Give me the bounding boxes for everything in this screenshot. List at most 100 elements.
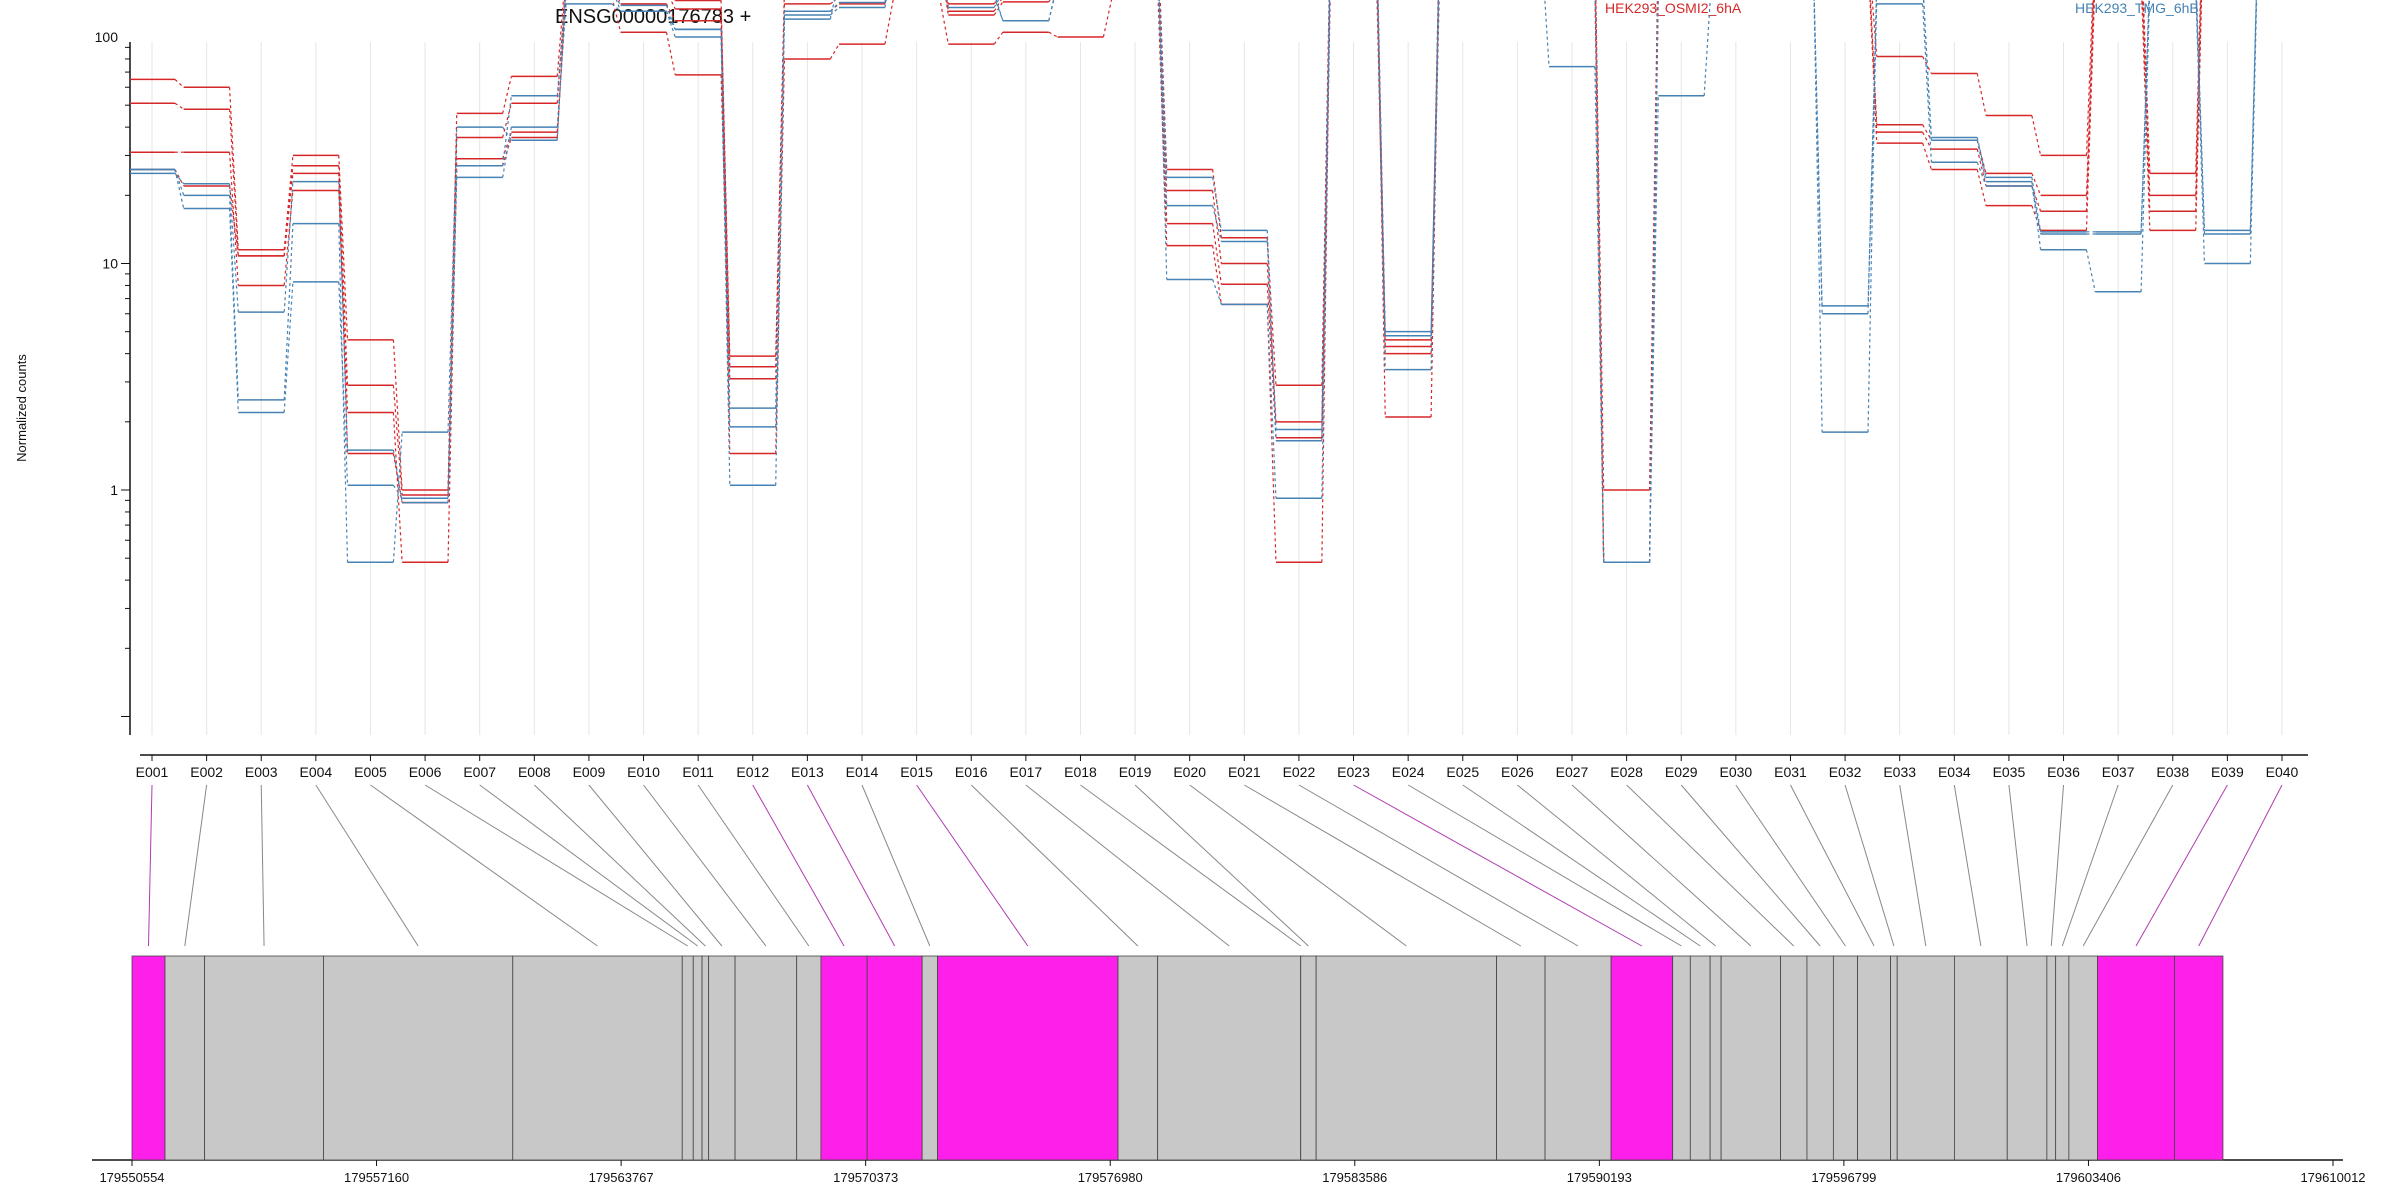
series-connector: [392, 453, 403, 503]
exon-box: [2174, 955, 2224, 1161]
exon-box: [1300, 955, 1317, 1161]
exon-box: [734, 955, 798, 1161]
exon-box: [1832, 955, 1858, 1161]
y-axis-label: Normalized counts: [14, 354, 29, 462]
exon-connectors: [148, 784, 2283, 947]
exon-connector: [1298, 784, 1579, 947]
series-connector: [283, 155, 294, 250]
exon-box: [164, 955, 206, 1161]
series-connector: [228, 208, 239, 413]
series-connector: [1544, 0, 1550, 67]
series-connector: [502, 76, 512, 114]
exon-connector: [970, 784, 1139, 947]
series-line: [130, 0, 2257, 563]
exon-connector: [1626, 784, 1795, 947]
x-tick-label: E009: [573, 764, 606, 780]
x-tick-label: E027: [1556, 764, 1589, 780]
series-connector: [338, 281, 349, 486]
series-connector: [502, 127, 512, 178]
exon-connector: [916, 784, 1029, 947]
series-connector: [1321, 0, 1331, 499]
exon-connector: [588, 784, 723, 947]
exon-connector: [260, 784, 265, 947]
gene-model: [92, 955, 2343, 1161]
exon-connector: [752, 784, 845, 947]
exon-box: [1954, 955, 2008, 1161]
exon-box: [323, 955, 514, 1161]
series-connector: [939, 0, 949, 45]
series-connector: [1212, 205, 1222, 242]
series-connector: [1158, 0, 1168, 206]
x-tick-label: E037: [2102, 764, 2135, 780]
series-connector: [228, 109, 239, 256]
legend-label-osmi2: HEK293_OSMI2_6hA: [1605, 0, 1742, 16]
genomic-coordinates: 179550554 179557160 179563767 179570373 1795…: [99, 1160, 2366, 1185]
y-tick-label: 100: [95, 29, 119, 45]
coord-label: 179596799: [1811, 1170, 1876, 1185]
series-connector: [2031, 173, 2042, 196]
coord-label: 179590193: [1567, 1170, 1632, 1185]
series-connector: [2140, 0, 2150, 234]
series-connector: [1266, 241, 1277, 430]
exon-connector: [643, 784, 767, 947]
series-connector: [1976, 73, 1987, 116]
x-tick-label: E014: [846, 764, 879, 780]
exon-box: [2068, 955, 2098, 1161]
series-connector: [1594, 66, 1605, 563]
series-connector: [1922, 142, 1932, 170]
coord-label: 179576980: [1078, 1170, 1143, 1185]
series-connector: [1871, 0, 1878, 57]
exon-box: [1709, 955, 1722, 1161]
series-connector: [283, 281, 294, 413]
series-connector: [616, 0, 622, 6]
series-connector: [1976, 140, 1987, 182]
series-connector: [1212, 177, 1222, 231]
x-tick-label: E024: [1392, 764, 1425, 780]
series-connector: [1321, 0, 1331, 563]
series-connector: [993, 31, 1004, 45]
series-connector: [618, 0, 622, 5]
series-connector: [1430, 0, 1440, 370]
exon-connector: [424, 784, 689, 947]
series-connector: [2195, 0, 2206, 234]
exon-box: [1857, 955, 1891, 1161]
series-connector: [1922, 56, 1932, 74]
series-connector: [1158, 0, 1168, 280]
series-connector: [2195, 0, 2201, 174]
series-connector: [1648, 0, 1659, 563]
x-tick-label: E033: [1883, 764, 1916, 780]
series-connector: [720, 36, 731, 486]
exon-box: [1496, 955, 1546, 1161]
series-connector: [993, 0, 1002, 12]
exon-connector: [2135, 784, 2228, 947]
series-connector: [392, 412, 403, 563]
exon-box: [204, 955, 324, 1161]
exon-connector: [315, 784, 419, 947]
series-connector: [1594, 0, 1605, 563]
exon-connector: [2050, 784, 2065, 947]
series-connector: [2031, 185, 2042, 212]
exon-box: [131, 955, 166, 1161]
series-group: [130, 0, 2258, 563]
exon-connector: [184, 784, 208, 947]
series-connector: [1867, 0, 1877, 314]
exon-connector: [1953, 784, 1982, 947]
series-connector: [502, 131, 512, 159]
series-connector: [556, 0, 566, 138]
series-connector: [1430, 0, 1439, 332]
x-tick-label: E035: [1993, 764, 2026, 780]
coord-label: 179583586: [1322, 1170, 1387, 1185]
series-connector: [338, 181, 349, 451]
series-connector: [665, 5, 676, 30]
series-connector: [1648, 95, 1659, 563]
x-tick-label: E006: [409, 764, 442, 780]
x-tick-label: E030: [1719, 764, 1752, 780]
series-connector: [1922, 131, 1932, 150]
series-connector: [392, 450, 403, 503]
x-tick-label: E036: [2047, 764, 2080, 780]
x-tick-label: E022: [1283, 764, 1316, 780]
x-tick-labels: E001 E002 E003 E004 E005 E006 E007 E008 E009 E010…: [136, 755, 2299, 780]
exon-box: [2006, 955, 2048, 1161]
exon-connector: [1407, 784, 1682, 947]
